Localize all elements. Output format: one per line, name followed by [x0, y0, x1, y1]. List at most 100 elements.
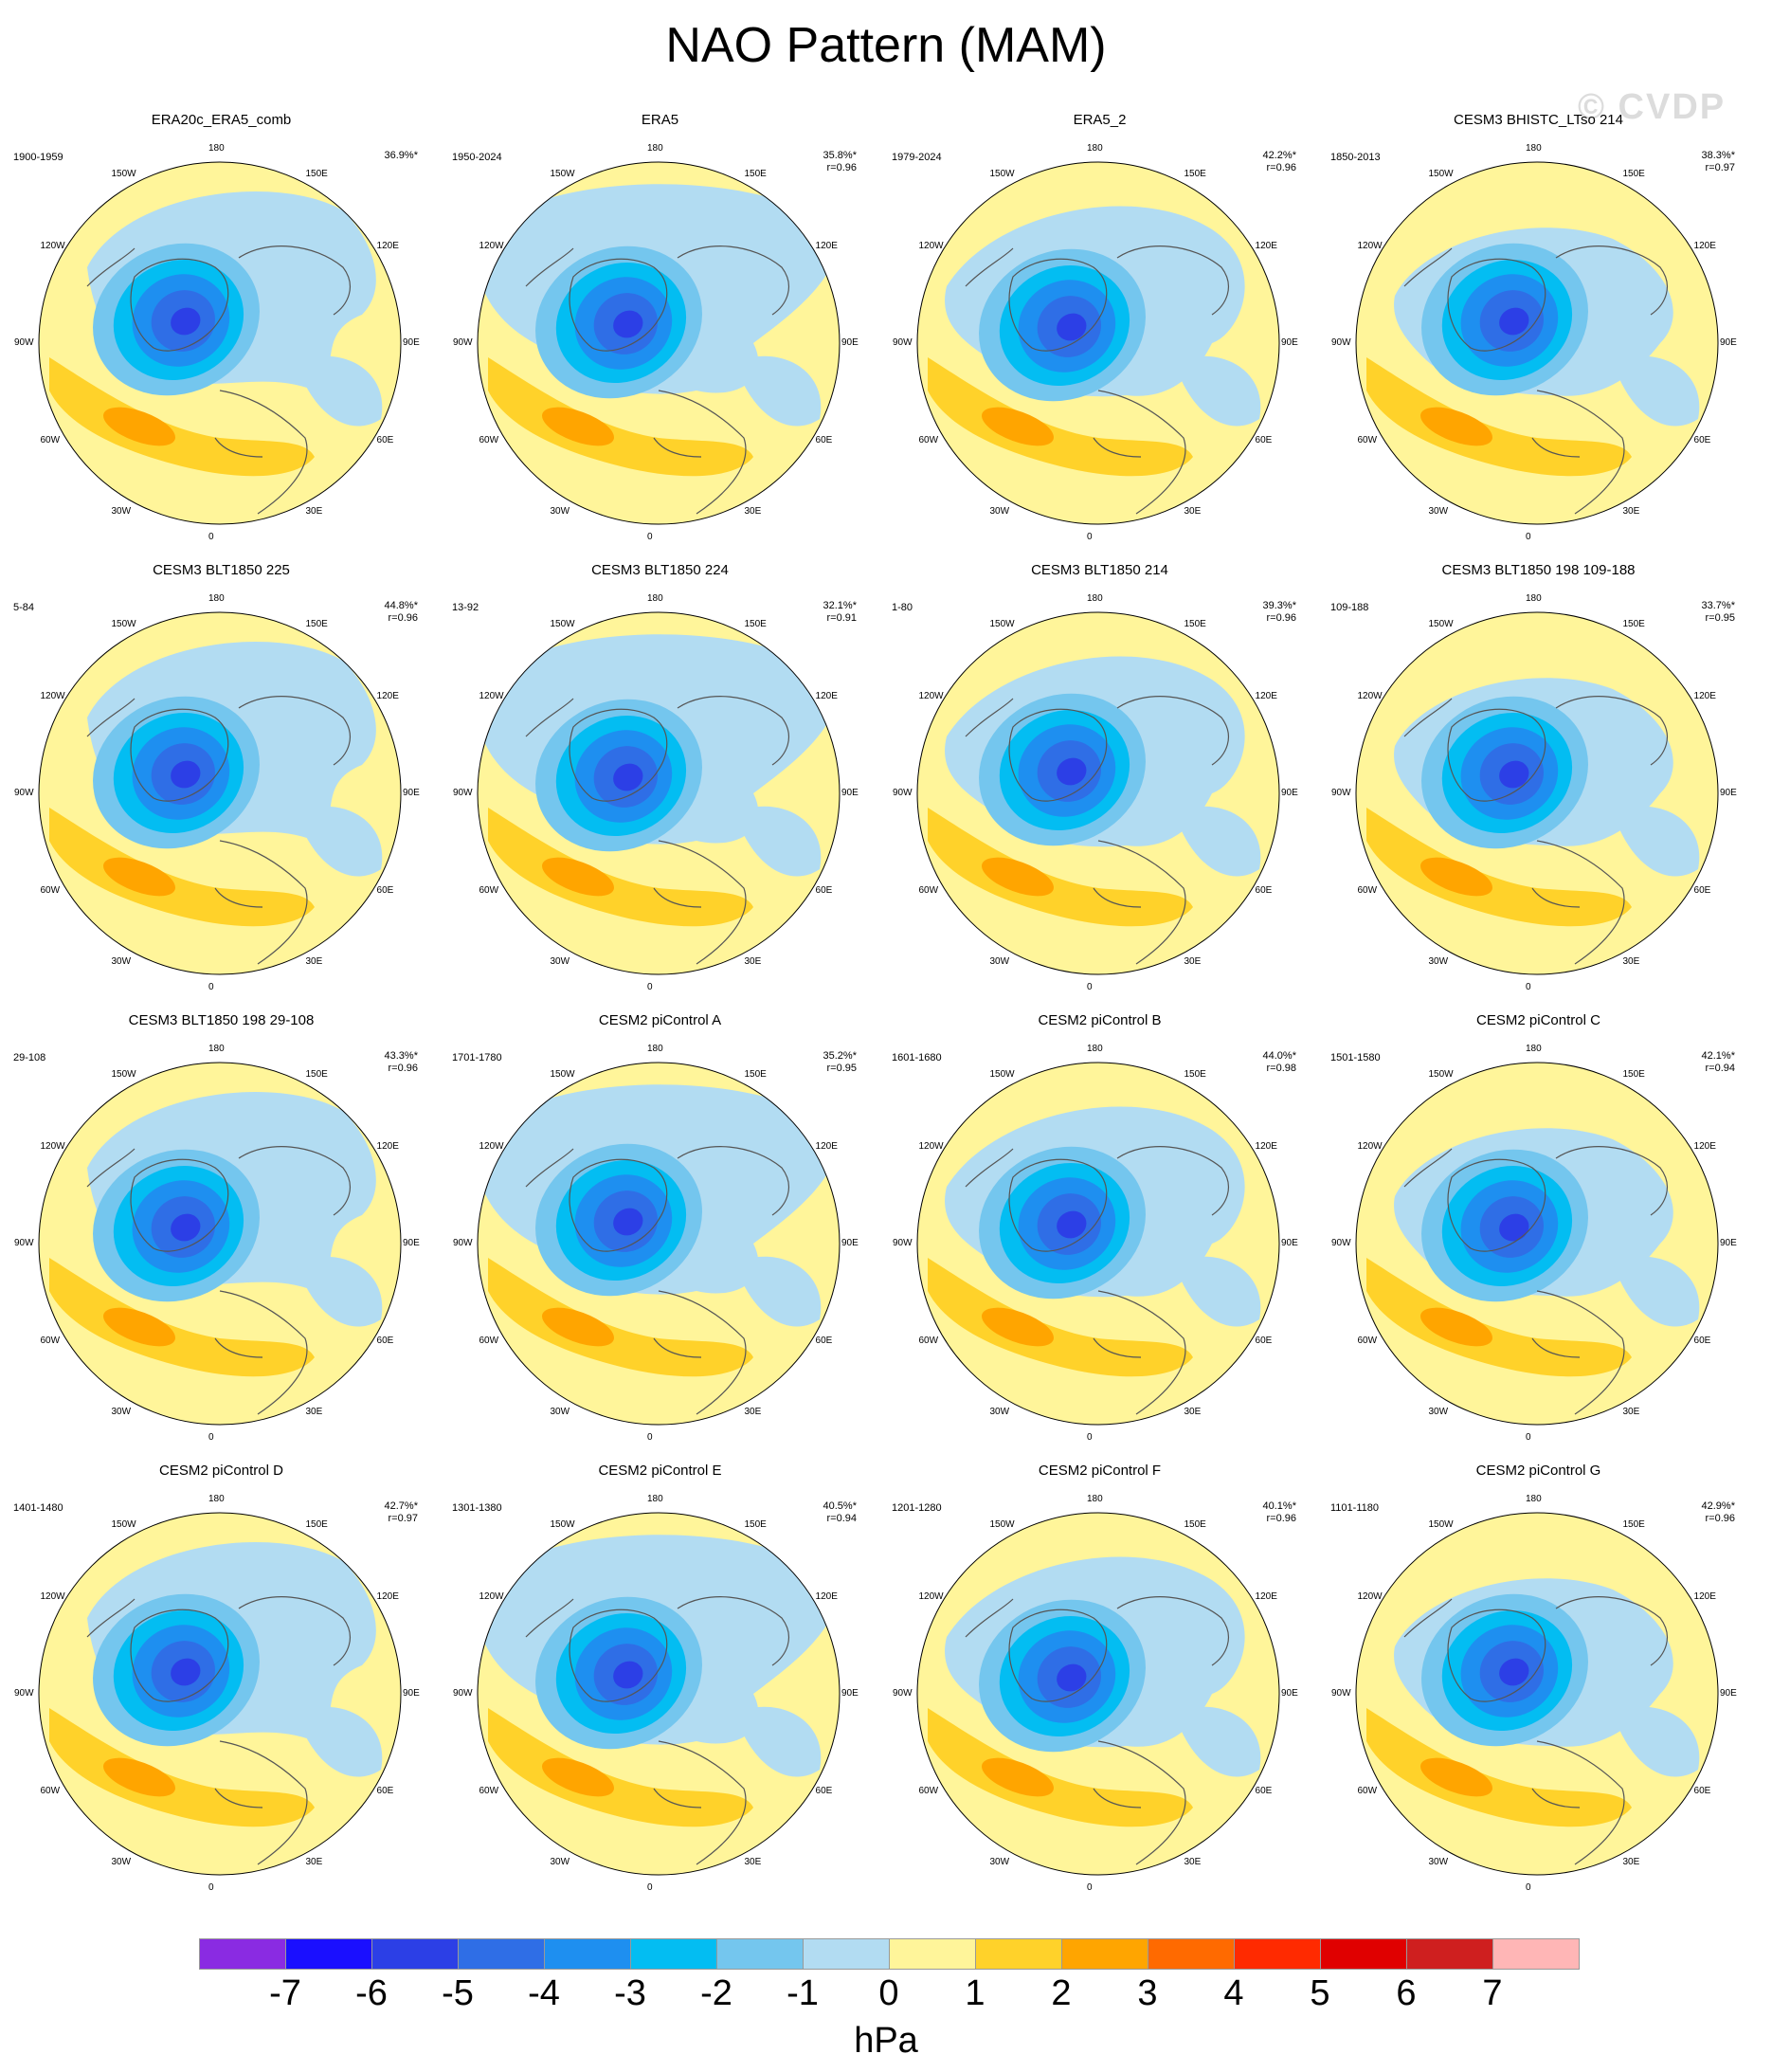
coastline — [1403, 1598, 1453, 1638]
longitude-label: 60W — [1357, 1785, 1378, 1796]
colorbar-tick-label: -4 — [528, 1973, 560, 2013]
longitude-label: 120E — [1255, 240, 1277, 251]
longitude-label: 180 — [1526, 1494, 1542, 1504]
coastline — [1555, 1596, 1669, 1666]
negative-anomaly-contour — [1057, 757, 1087, 786]
longitude-label: 150W — [1428, 619, 1454, 630]
longitude-label: 150E — [305, 169, 328, 180]
longitude-label: 30E — [305, 1856, 323, 1867]
longitude-label: 0 — [1526, 1882, 1531, 1893]
pattern-correlation: r=0.96 — [388, 1063, 419, 1074]
longitude-label: 60E — [1693, 1335, 1711, 1346]
coastline — [1531, 1788, 1581, 1808]
pattern-correlation: r=0.95 — [1705, 612, 1736, 624]
positive-anomaly-band — [928, 808, 1193, 927]
longitude-label: 30W — [989, 1406, 1010, 1417]
map-boundary — [477, 1512, 841, 1876]
longitude-label: 180 — [647, 593, 663, 604]
longitude-label: 180 — [208, 1494, 225, 1504]
longitude-label: 60W — [1357, 1335, 1378, 1346]
longitude-label: 0 — [1526, 982, 1531, 992]
longitude-label: 150E — [744, 1519, 767, 1531]
weak-negative-patch — [296, 1706, 383, 1777]
panel-title: ERA5 — [641, 112, 679, 128]
longitude-label: 150W — [989, 1519, 1015, 1531]
longitude-label: 0 — [1087, 532, 1093, 542]
coastline — [86, 247, 136, 287]
longitude-label: 30W — [1428, 955, 1449, 967]
polar-map — [38, 611, 402, 975]
longitude-label: 0 — [1087, 1882, 1093, 1893]
coastline — [86, 1148, 136, 1188]
polar-map — [916, 161, 1280, 525]
map-boundary — [38, 161, 402, 525]
coastline — [238, 696, 352, 766]
weak-negative-patch — [296, 806, 383, 877]
longitude-label: 30E — [1184, 1856, 1202, 1867]
longitude-label: 150E — [1184, 1519, 1206, 1531]
longitude-label: 120W — [40, 1140, 65, 1152]
coastline — [130, 258, 229, 352]
coastline — [525, 698, 574, 737]
negative-anomaly-contour — [613, 1661, 643, 1689]
longitude-label: 120W — [1357, 240, 1383, 251]
longitude-label: 150E — [1184, 169, 1206, 180]
longitude-label: 180 — [1087, 1044, 1103, 1054]
longitude-label: 0 — [208, 532, 214, 542]
longitude-label: 60W — [479, 1785, 499, 1796]
longitude-label: 60E — [376, 1785, 394, 1796]
longitude-label: 120E — [1693, 240, 1716, 251]
coastline — [1536, 1740, 1625, 1865]
longitude-label: 150E — [1622, 619, 1645, 630]
coastline — [658, 1740, 747, 1865]
map-boundary — [1355, 161, 1719, 525]
variance-explained: 42.1%* — [1701, 1050, 1735, 1062]
map-panel: CESM2 piControl E 1301-1380 40.5%* r=0.94 18… — [439, 1463, 881, 1913]
longitude-label: 30E — [1622, 955, 1640, 967]
polar-map — [1355, 611, 1719, 975]
longitude-label: 90E — [841, 337, 859, 348]
weak-negative-patch — [734, 1256, 822, 1327]
map-panel: ERA20c_ERA5_comb 1900-1959 36.9%* 180 150E 12… — [0, 112, 443, 562]
polar-map — [1355, 1512, 1719, 1876]
longitude-label: 150W — [550, 619, 575, 630]
longitude-label: 60E — [376, 434, 394, 445]
panel-title: CESM3 BLT1850 225 — [153, 562, 290, 578]
colorbar-swatch — [1061, 1938, 1148, 1970]
coastline — [1097, 1290, 1186, 1415]
positive-anomaly-band — [928, 357, 1193, 477]
longitude-label: 180 — [647, 1494, 663, 1504]
coastline — [965, 247, 1014, 287]
coastline — [1447, 258, 1546, 352]
longitude-label: 120W — [918, 1140, 944, 1152]
longitude-label: 60W — [918, 434, 939, 445]
coastline — [1447, 1158, 1546, 1252]
longitude-label: 60W — [479, 1335, 499, 1346]
colorbar-swatch — [1234, 1938, 1321, 1970]
positive-anomaly-core — [542, 1307, 614, 1347]
pattern-correlation: r=0.96 — [1705, 1513, 1736, 1524]
longitude-label: 60E — [1255, 434, 1273, 445]
coastline — [219, 390, 308, 515]
map-panel: CESM3 BLT1850 224 13-92 32.1%* r=0.91 180 150… — [439, 562, 881, 1012]
positive-anomaly-band — [49, 808, 315, 927]
pattern-correlation: r=0.96 — [1266, 162, 1297, 173]
longitude-label: 60W — [479, 434, 499, 445]
positive-anomaly-core — [1420, 1757, 1492, 1797]
polar-map — [38, 1062, 402, 1426]
positive-anomaly-band — [488, 1708, 753, 1827]
longitude-label: 90W — [1331, 788, 1351, 798]
coastline — [130, 1158, 229, 1252]
longitude-label: 60E — [1255, 884, 1273, 896]
longitude-label: 180 — [1087, 143, 1103, 154]
longitude-label: 30W — [550, 955, 570, 967]
pattern-correlation: r=0.96 — [1266, 1513, 1297, 1524]
longitude-label: 120W — [918, 240, 944, 251]
negative-anomaly-contour — [171, 760, 201, 789]
coastline — [653, 437, 702, 458]
positive-anomaly-core — [982, 407, 1054, 446]
variance-explained: 44.8%* — [384, 600, 418, 611]
positive-anomaly-band — [49, 1708, 315, 1827]
positive-anomaly-band — [928, 1708, 1193, 1827]
longitude-label: 120W — [40, 240, 65, 251]
